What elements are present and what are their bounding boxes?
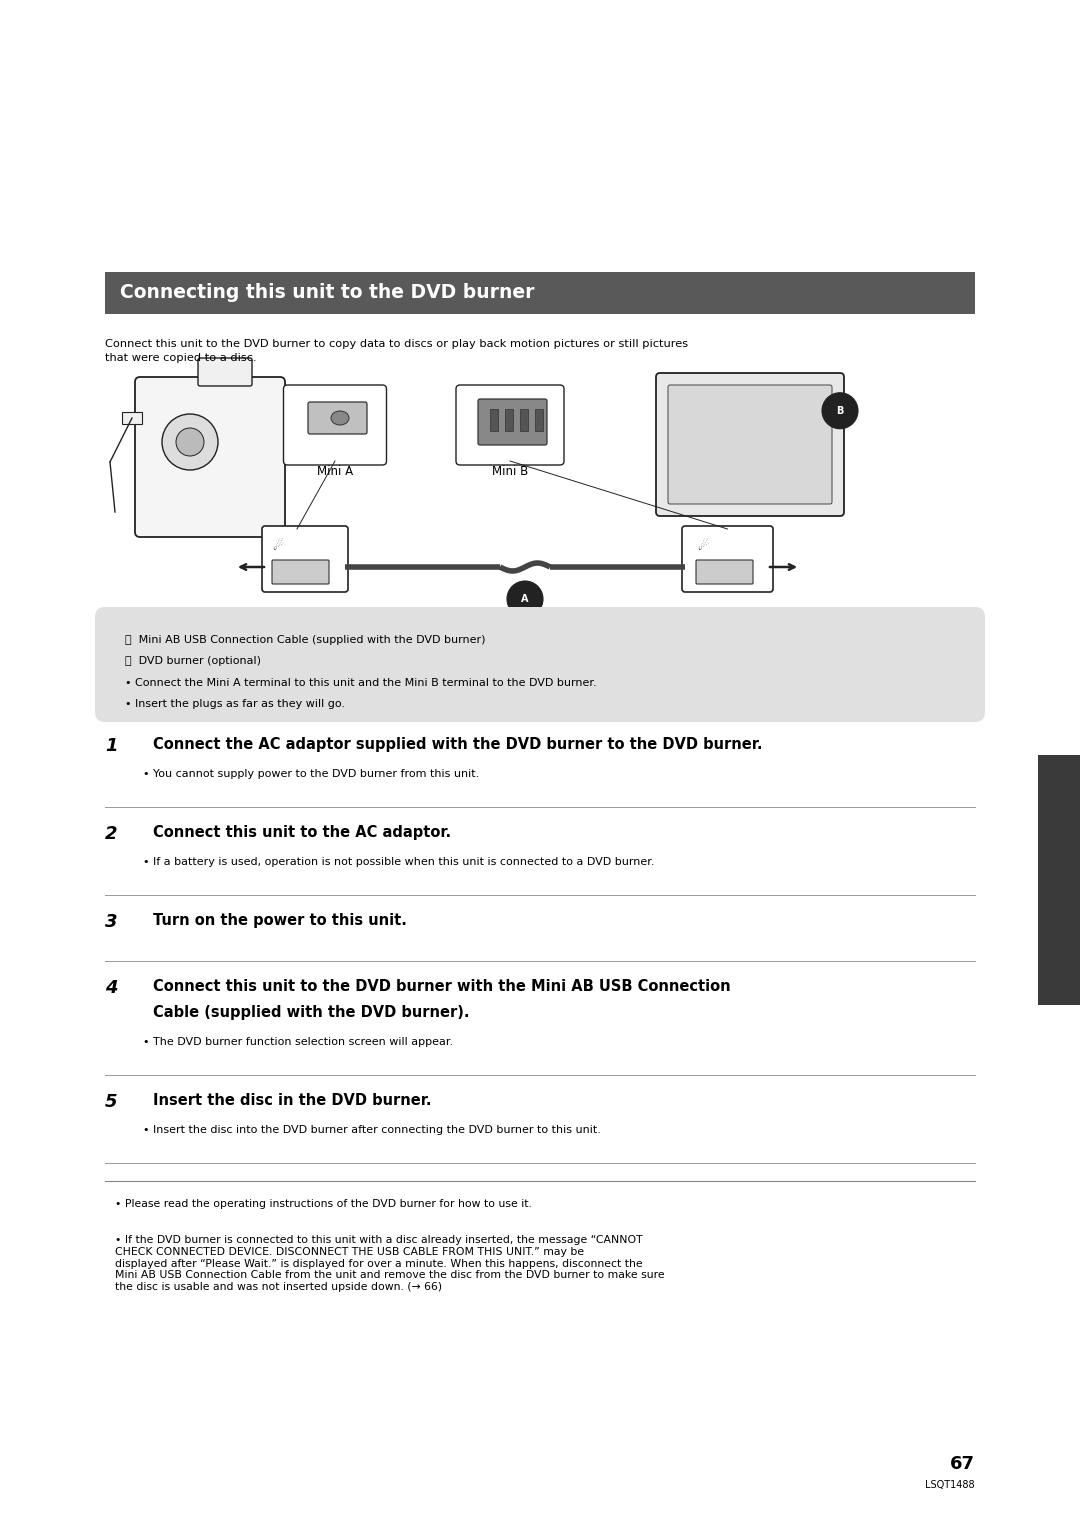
Text: B: B bbox=[836, 406, 843, 416]
Text: • You cannot supply power to the DVD burner from this unit.: • You cannot supply power to the DVD bur… bbox=[143, 769, 480, 779]
Bar bbox=[519, 410, 528, 431]
Text: Connect this unit to the AC adaptor.: Connect this unit to the AC adaptor. bbox=[153, 825, 451, 840]
Text: Connect this unit to the DVD burner with the Mini AB USB Connection: Connect this unit to the DVD burner with… bbox=[153, 979, 731, 995]
Ellipse shape bbox=[330, 411, 349, 425]
FancyBboxPatch shape bbox=[198, 358, 252, 387]
Circle shape bbox=[162, 414, 218, 471]
FancyBboxPatch shape bbox=[696, 559, 753, 584]
FancyBboxPatch shape bbox=[656, 373, 843, 516]
Circle shape bbox=[822, 393, 858, 429]
Bar bbox=[122, 413, 141, 423]
Bar bbox=[505, 410, 513, 431]
Text: • Connect the Mini A terminal to this unit and the Mini B terminal to the DVD bu: • Connect the Mini A terminal to this un… bbox=[125, 678, 596, 688]
Text: Connecting this unit to the DVD burner: Connecting this unit to the DVD burner bbox=[120, 284, 535, 303]
Text: ☄: ☄ bbox=[698, 541, 708, 553]
Text: Insert the disc in the DVD burner.: Insert the disc in the DVD burner. bbox=[153, 1093, 432, 1108]
Text: Turn on the power to this unit.: Turn on the power to this unit. bbox=[153, 914, 407, 927]
Text: • If the DVD burner is connected to this unit with a disc already inserted, the : • If the DVD burner is connected to this… bbox=[114, 1236, 664, 1291]
Text: 1: 1 bbox=[105, 736, 118, 755]
Circle shape bbox=[176, 428, 204, 455]
Text: LSQT1488: LSQT1488 bbox=[926, 1481, 975, 1490]
Text: 2: 2 bbox=[105, 825, 118, 843]
FancyBboxPatch shape bbox=[456, 385, 564, 465]
FancyBboxPatch shape bbox=[135, 377, 285, 536]
Bar bbox=[490, 410, 498, 431]
Text: • Insert the disc into the DVD burner after connecting the DVD burner to this un: • Insert the disc into the DVD burner af… bbox=[143, 1125, 600, 1135]
Text: Mini A: Mini A bbox=[316, 465, 353, 478]
FancyBboxPatch shape bbox=[681, 526, 773, 591]
FancyBboxPatch shape bbox=[478, 399, 546, 445]
Circle shape bbox=[507, 581, 543, 617]
Bar bbox=[105, 272, 975, 313]
Text: Mini B: Mini B bbox=[491, 465, 528, 478]
FancyBboxPatch shape bbox=[95, 607, 985, 723]
Text: Connect the AC adaptor supplied with the DVD burner to the DVD burner.: Connect the AC adaptor supplied with the… bbox=[153, 736, 762, 752]
Text: Connect this unit to the DVD burner to copy data to discs or play back motion pi: Connect this unit to the DVD burner to c… bbox=[105, 339, 688, 364]
Text: 5: 5 bbox=[105, 1093, 118, 1111]
Bar bbox=[535, 410, 543, 431]
Bar bbox=[1038, 755, 1080, 1005]
Text: Ⓑ  DVD burner (optional): Ⓑ DVD burner (optional) bbox=[125, 657, 261, 666]
FancyBboxPatch shape bbox=[283, 385, 387, 465]
FancyBboxPatch shape bbox=[669, 385, 832, 504]
Text: A: A bbox=[522, 594, 529, 604]
Text: Ⓐ  Mini AB USB Connection Cable (supplied with the DVD burner): Ⓐ Mini AB USB Connection Cable (supplied… bbox=[125, 636, 486, 645]
FancyBboxPatch shape bbox=[308, 402, 367, 434]
Text: 67: 67 bbox=[950, 1455, 975, 1473]
FancyBboxPatch shape bbox=[262, 526, 348, 591]
Text: • Insert the plugs as far as they will go.: • Insert the plugs as far as they will g… bbox=[125, 700, 345, 709]
Text: 4: 4 bbox=[105, 979, 118, 996]
Text: • Please read the operating instructions of the DVD burner for how to use it.: • Please read the operating instructions… bbox=[114, 1199, 531, 1209]
Text: • If a battery is used, operation is not possible when this unit is connected to: • If a battery is used, operation is not… bbox=[143, 857, 654, 866]
Text: ☄: ☄ bbox=[272, 541, 284, 553]
Text: 3: 3 bbox=[105, 914, 118, 931]
FancyBboxPatch shape bbox=[272, 559, 329, 584]
Text: • The DVD burner function selection screen will appear.: • The DVD burner function selection scre… bbox=[143, 1038, 454, 1047]
Text: Cable (supplied with the DVD burner).: Cable (supplied with the DVD burner). bbox=[153, 1005, 470, 1021]
